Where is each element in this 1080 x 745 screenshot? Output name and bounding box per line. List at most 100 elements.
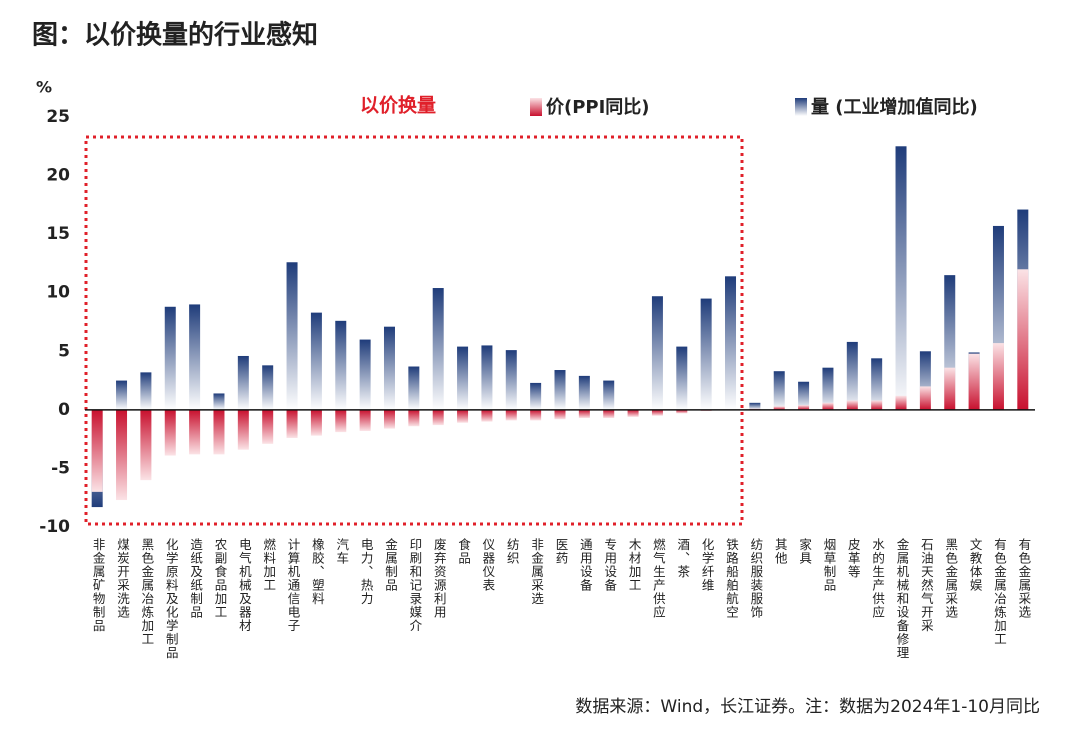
x-tick-label: 化学原料及化学制品 xyxy=(164,538,179,660)
bar xyxy=(871,358,883,410)
x-tick-label: 造纸及纸制品 xyxy=(188,538,203,619)
x-tick-label: 金属机械和设备修理 xyxy=(895,537,910,660)
bar xyxy=(700,298,712,410)
bar xyxy=(457,409,469,423)
x-tick-label: 黑色金属冶炼加工 xyxy=(139,538,154,646)
bar xyxy=(944,367,956,410)
x-tick-label: 文教体娱 xyxy=(968,537,983,592)
x-tick-label: 废弃资源利用 xyxy=(432,537,447,619)
bar xyxy=(578,375,590,410)
bar xyxy=(773,406,785,410)
highlight-box xyxy=(84,135,744,526)
x-tick-label: 通用设备 xyxy=(578,538,593,592)
bar xyxy=(213,409,225,455)
bar xyxy=(578,409,590,419)
bar xyxy=(335,409,347,433)
x-tick-label: 铁路船舶航空 xyxy=(724,538,739,619)
bar xyxy=(773,371,785,410)
x-tick-label: 水的生产供应 xyxy=(870,538,885,619)
y-tick-label: -5 xyxy=(51,458,70,478)
legend-label: 量 (工业增加值同比) xyxy=(811,96,978,118)
bar xyxy=(164,409,176,456)
x-tick-label: 煤炭开采洗选 xyxy=(115,538,130,619)
x-tick-label: 其他 xyxy=(773,538,788,565)
bar xyxy=(895,146,907,410)
bar xyxy=(846,341,858,410)
bar xyxy=(140,372,152,410)
bar xyxy=(676,409,688,414)
bar xyxy=(919,386,931,410)
bar xyxy=(505,350,517,410)
x-tick-label: 燃气生产供应 xyxy=(651,537,666,619)
bar xyxy=(262,409,274,444)
bar xyxy=(335,320,347,410)
x-tick-label: 医药 xyxy=(554,538,569,565)
x-tick-label: 专用设备 xyxy=(602,537,617,592)
x-tick-label: 电气机械及器材 xyxy=(237,538,252,633)
x-tick-label: 非金属采选 xyxy=(529,538,544,606)
bar xyxy=(310,312,322,410)
bar xyxy=(919,351,931,410)
x-tick-label: 有色金属采选 xyxy=(1016,538,1031,619)
bar xyxy=(822,402,834,410)
bar xyxy=(116,409,128,501)
bar xyxy=(432,409,444,426)
bar xyxy=(383,409,395,429)
bar xyxy=(286,262,298,410)
x-tick-label: 橡胶、塑料 xyxy=(310,538,325,606)
bar xyxy=(530,409,542,421)
bar xyxy=(408,366,420,410)
bar xyxy=(651,409,663,416)
x-tick-label: 农副食品加工 xyxy=(212,538,227,619)
bar xyxy=(286,409,298,438)
annotation: 以价换量 xyxy=(360,94,436,117)
bar xyxy=(481,409,493,422)
x-tick-label: 黑色金属采选 xyxy=(943,538,958,619)
bar xyxy=(749,402,761,410)
bar xyxy=(798,405,810,410)
bar xyxy=(140,409,152,481)
bar xyxy=(530,382,542,410)
x-tick-label: 金属制品 xyxy=(383,537,398,592)
bar xyxy=(968,353,980,410)
bar xyxy=(603,380,615,410)
x-tick-label: 石油天然气开采 xyxy=(919,538,934,633)
bar xyxy=(627,409,639,417)
x-tick-label: 纺织服装服饰 xyxy=(748,538,763,619)
bar xyxy=(262,365,274,410)
bar xyxy=(237,355,249,410)
x-tick-label: 非金属矿物制品 xyxy=(91,538,106,633)
bar xyxy=(189,304,201,410)
x-tick-label: 有色金属冶炼加工 xyxy=(992,538,1007,646)
x-tick-label: 仪器仪表 xyxy=(480,538,495,592)
bar xyxy=(432,288,444,410)
bar xyxy=(310,409,322,436)
x-tick-label: 化学纤维 xyxy=(700,538,715,592)
y-tick-label: 15 xyxy=(46,224,70,244)
bar xyxy=(237,409,249,450)
bar xyxy=(116,380,128,410)
x-tick-label: 食品 xyxy=(456,537,471,565)
bar xyxy=(505,409,517,421)
y-tick-label: -10 xyxy=(39,517,70,537)
bar xyxy=(383,326,395,410)
y-tick-label: 25 xyxy=(46,107,70,127)
legend-label: 价(PPI同比) xyxy=(546,97,650,118)
bar xyxy=(91,409,103,492)
bar xyxy=(992,225,1004,410)
legend-swatch xyxy=(530,98,542,116)
x-tick-label: 汽车 xyxy=(334,537,349,565)
bar xyxy=(651,296,663,410)
legend-swatch xyxy=(795,98,807,116)
x-tick-label: 烟草制品 xyxy=(821,538,836,592)
x-tick-label: 家具 xyxy=(797,537,812,565)
x-tick-label: 印刷和记录媒介 xyxy=(407,538,422,633)
bar xyxy=(992,343,1004,410)
bar xyxy=(798,381,810,410)
bar xyxy=(408,409,420,427)
bar xyxy=(1017,269,1029,410)
bar xyxy=(554,370,566,410)
x-tick-label: 电力、热力 xyxy=(359,538,374,606)
bar xyxy=(871,400,883,410)
bar xyxy=(676,346,688,410)
